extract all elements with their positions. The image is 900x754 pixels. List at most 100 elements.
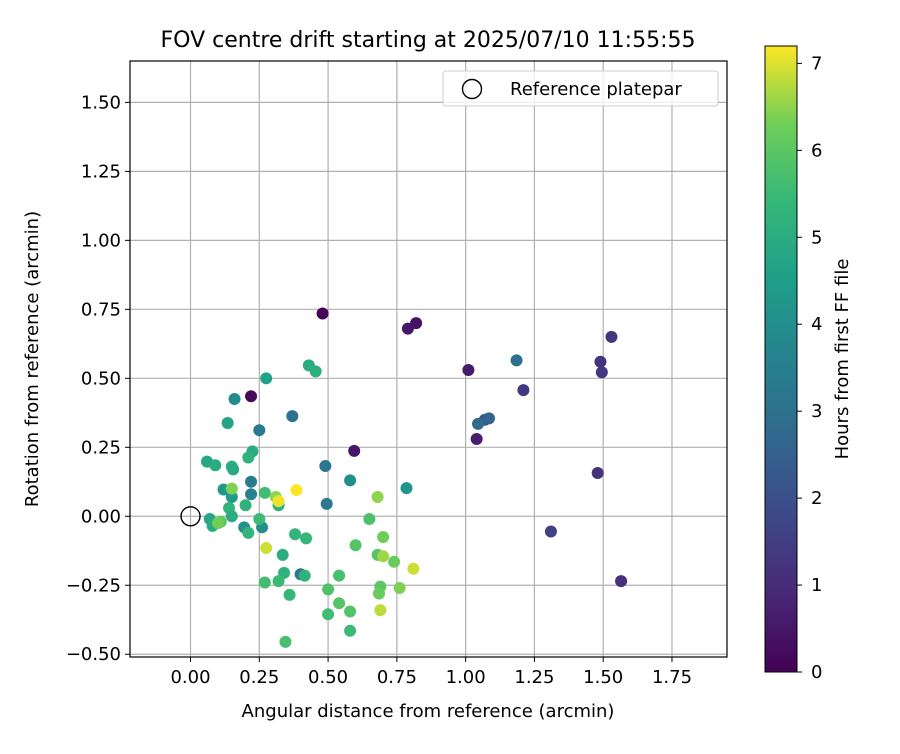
x-tick-label: 1.25 [514, 667, 554, 688]
data-point [260, 542, 273, 555]
colorbar-tick-label: 2 [811, 488, 822, 509]
data-point [225, 482, 238, 495]
data-point [272, 495, 285, 508]
y-tick-label: 1.50 [81, 92, 121, 113]
colorbar-tick-label: 7 [811, 53, 822, 74]
y-tick-label: 0.50 [81, 368, 121, 389]
data-point [258, 486, 271, 499]
colorbar-ticks: 0 1 2 3 4 5 6 7 [797, 53, 822, 683]
data-point [374, 604, 387, 617]
data-point [258, 576, 271, 589]
data-point [483, 412, 496, 425]
data-point [470, 433, 483, 446]
data-point [209, 459, 222, 472]
chart-title: FOV centre drift starting at 2025/07/10 … [161, 28, 696, 53]
data-point [242, 451, 255, 464]
x-tick-label: 1.75 [652, 667, 692, 688]
data-point [279, 635, 292, 648]
data-point [290, 484, 303, 497]
y-tick-label: −0.50 [66, 644, 121, 665]
y-tick-label: 0.25 [81, 437, 121, 458]
x-tick-label: 0.00 [170, 667, 210, 688]
y-tick-label: 0.00 [81, 506, 121, 527]
y-tick-label: 1.00 [81, 230, 121, 251]
y-axis-label: Rotation from reference (arcmin) [22, 211, 43, 507]
data-point [615, 575, 628, 588]
colorbar-tick-label: 0 [811, 662, 822, 683]
legend: Reference platepar [442, 70, 719, 107]
data-point [253, 513, 266, 526]
data-points [201, 307, 628, 648]
legend-box [442, 70, 719, 107]
data-point [245, 488, 258, 501]
data-point [472, 417, 485, 430]
y-tick-label: 0.75 [81, 299, 121, 320]
data-point [349, 539, 362, 552]
colorbar: 0 1 2 3 4 5 6 7 Hours from first FF file [764, 45, 853, 683]
data-point [242, 526, 255, 539]
y-axis-ticks: −0.50 −0.25 0.00 0.25 0.50 0.75 1.00 1.25 1.50 [66, 92, 130, 665]
x-tick-label: 1.00 [446, 667, 486, 688]
colorbar-tick-label: 3 [811, 401, 822, 422]
colorbar-tick-label: 6 [811, 140, 822, 161]
x-tick-label: 0.50 [308, 667, 348, 688]
data-point [372, 587, 385, 600]
data-point [333, 597, 346, 610]
colorbar-tick-label: 5 [811, 227, 822, 248]
data-point [286, 410, 299, 423]
legend-reference-marker-icon [461, 78, 483, 100]
data-point [377, 550, 390, 563]
colorbar-bar [764, 45, 798, 673]
x-tick-label: 0.75 [377, 667, 417, 688]
data-point [462, 364, 475, 377]
x-tick-label: 1.50 [583, 667, 623, 688]
grid-lines [130, 61, 727, 657]
plot-frame [129, 60, 728, 658]
data-point [260, 372, 273, 385]
data-point [319, 460, 332, 473]
colorbar-label: Hours from first FF file [832, 259, 853, 460]
data-point [225, 510, 238, 523]
legend-reference-label: Reference platepar [510, 79, 682, 100]
data-point [400, 482, 413, 495]
data-point [228, 393, 241, 406]
data-point [300, 532, 313, 545]
data-point [221, 417, 234, 430]
data-point [316, 307, 329, 320]
data-point [227, 463, 240, 476]
data-point [595, 366, 608, 379]
data-point [510, 354, 523, 367]
data-point [407, 562, 420, 575]
data-point [272, 575, 285, 588]
data-point [245, 475, 258, 488]
data-point [253, 424, 266, 437]
data-point [388, 555, 401, 568]
data-point [245, 390, 258, 403]
data-point [605, 330, 618, 343]
data-point [309, 365, 322, 378]
y-tick-label: 1.25 [81, 161, 121, 182]
reference-platepar-marker [180, 506, 201, 527]
data-point [322, 608, 335, 621]
data-point [239, 499, 252, 512]
data-point [348, 444, 361, 457]
data-point [333, 569, 346, 582]
colorbar-tick-label: 1 [811, 575, 822, 596]
data-point [344, 474, 357, 487]
data-point [591, 466, 604, 479]
x-tick-label: 0.25 [239, 667, 279, 688]
data-point [363, 513, 376, 526]
data-point [371, 490, 384, 503]
data-point [410, 317, 423, 330]
data-point [517, 384, 530, 397]
colorbar-tick-label: 4 [811, 314, 822, 335]
data-point [289, 528, 302, 541]
y-tick-label: −0.25 [66, 575, 121, 596]
data-point [276, 548, 289, 561]
data-point [344, 624, 357, 637]
data-point [283, 588, 296, 601]
data-point [594, 355, 607, 368]
x-axis-label: Angular distance from reference (arcmin) [242, 701, 615, 722]
data-point [298, 569, 311, 582]
